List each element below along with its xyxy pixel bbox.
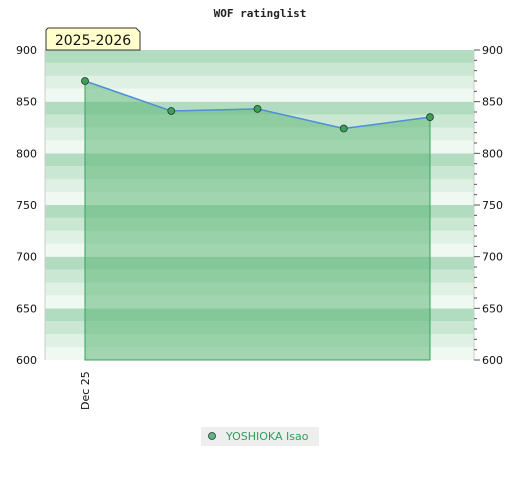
data-point <box>167 107 176 115</box>
y-tick-label-right: 750 <box>482 199 503 212</box>
y-tick-label-right: 850 <box>482 96 503 109</box>
y-tick-label-right: 800 <box>482 147 503 160</box>
background-band <box>45 75 474 89</box>
y-axis-right: 600 650 700 750 800 850 900 <box>474 44 503 367</box>
background-band <box>45 50 474 63</box>
y-tick-label-left: 650 <box>16 302 37 315</box>
legend-marker <box>208 432 216 440</box>
background-band <box>45 62 474 76</box>
y-tick-label-right: 900 <box>482 44 503 57</box>
y-tick-label-right: 700 <box>482 251 503 264</box>
y-tick-label-left: 800 <box>16 147 37 160</box>
x-tick-label: Dec 25 <box>79 371 92 410</box>
series-layer <box>81 77 434 133</box>
season-tag-label: 2025-2026 <box>55 33 131 49</box>
legend[interactable]: YOSHIOKA Isao <box>201 427 319 446</box>
y-tick-label-right: 650 <box>482 302 503 315</box>
season-tag: 2025-2026 <box>45 27 141 51</box>
chart-title: WOF ratinglist <box>214 7 307 20</box>
x-axis: Dec 25 <box>79 371 92 410</box>
background-band <box>45 88 474 102</box>
y-tick-label-left: 900 <box>16 44 37 57</box>
y-tick-label-left: 600 <box>16 354 37 367</box>
season-tag-box <box>45 27 141 51</box>
data-point <box>339 124 348 133</box>
y-axis-left: 600 650 700 750 800 850 900 <box>16 44 37 367</box>
data-point <box>426 113 434 122</box>
legend-box <box>201 427 319 446</box>
data-point <box>253 105 262 113</box>
y-tick-label-left: 850 <box>16 96 37 109</box>
legend-label: YOSHIOKA Isao <box>225 430 309 443</box>
y-tick-label-right: 600 <box>482 354 503 367</box>
y-tick-label-left: 700 <box>16 251 37 264</box>
y-tick-label-left: 750 <box>16 199 37 212</box>
data-point <box>81 77 89 85</box>
